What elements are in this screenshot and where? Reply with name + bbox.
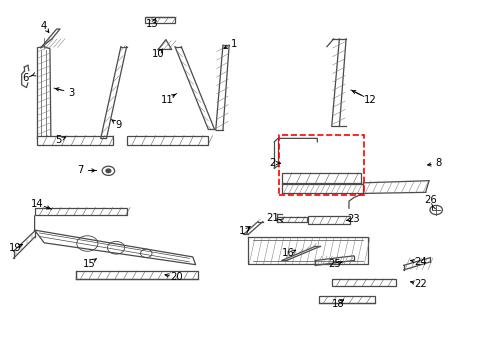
Circle shape xyxy=(106,169,111,172)
Text: 12: 12 xyxy=(363,95,376,104)
Bar xyxy=(279,135,364,195)
Bar xyxy=(144,17,174,23)
Text: 5: 5 xyxy=(55,135,61,145)
Text: 22: 22 xyxy=(414,279,427,289)
Text: 20: 20 xyxy=(170,272,183,282)
Text: 10: 10 xyxy=(152,49,164,59)
Text: 21: 21 xyxy=(265,213,278,223)
Bar xyxy=(38,136,113,145)
Text: 16: 16 xyxy=(282,248,294,258)
Text: 3: 3 xyxy=(68,87,74,98)
Text: 26: 26 xyxy=(423,195,436,206)
Text: 13: 13 xyxy=(146,19,159,29)
Bar xyxy=(76,271,198,279)
Text: 14: 14 xyxy=(31,199,44,209)
Text: 25: 25 xyxy=(327,259,340,269)
Text: 6: 6 xyxy=(22,73,28,84)
Bar xyxy=(331,279,396,286)
Text: 1: 1 xyxy=(230,39,237,49)
Bar xyxy=(126,136,208,145)
Text: 18: 18 xyxy=(331,299,344,309)
Text: 24: 24 xyxy=(414,257,427,267)
Bar xyxy=(318,296,375,303)
Text: 2: 2 xyxy=(268,158,275,168)
Text: 8: 8 xyxy=(435,158,441,168)
Bar xyxy=(277,217,306,222)
Text: 11: 11 xyxy=(160,95,173,104)
Bar xyxy=(281,173,360,183)
Text: 15: 15 xyxy=(82,259,95,269)
Bar xyxy=(307,216,349,224)
Text: 19: 19 xyxy=(9,243,22,253)
Bar xyxy=(35,207,126,215)
Text: 7: 7 xyxy=(77,166,83,175)
Text: 23: 23 xyxy=(347,214,359,224)
Text: 4: 4 xyxy=(41,21,47,31)
Text: 9: 9 xyxy=(116,120,122,130)
Text: 17: 17 xyxy=(239,226,251,236)
